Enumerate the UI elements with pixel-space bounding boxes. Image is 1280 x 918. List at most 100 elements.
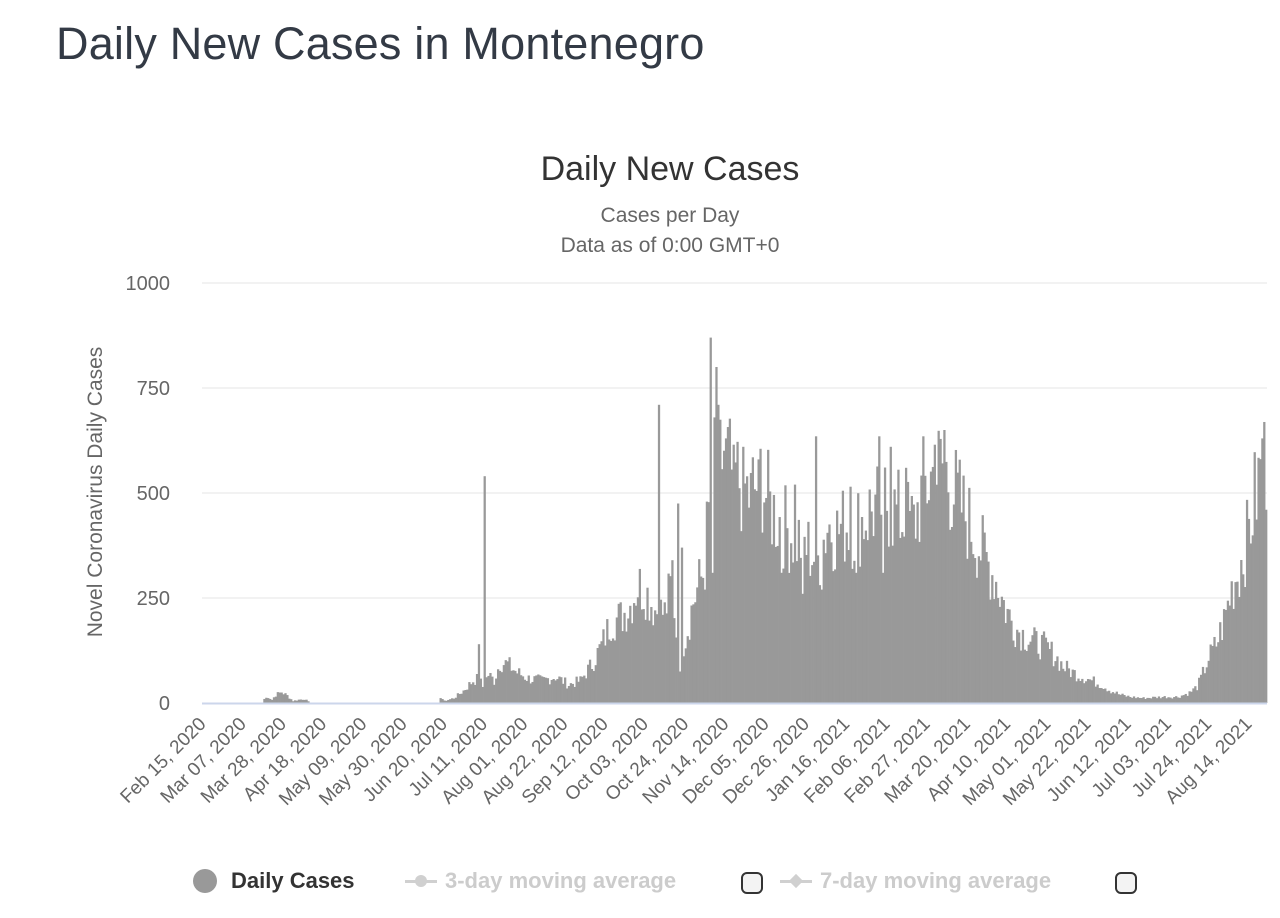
bar bbox=[265, 697, 268, 703]
bar bbox=[293, 700, 297, 703]
bar bbox=[1213, 636, 1216, 703]
bar bbox=[709, 337, 712, 703]
bar bbox=[481, 686, 484, 703]
bar bbox=[742, 446, 745, 703]
bar bbox=[747, 507, 751, 703]
bar bbox=[267, 698, 270, 703]
bar bbox=[682, 656, 686, 703]
bar bbox=[493, 684, 496, 703]
bar bbox=[587, 664, 590, 703]
bar bbox=[1211, 645, 1214, 703]
bar bbox=[1203, 673, 1207, 703]
legend-item-3-day-moving-average[interactable]: 3-day moving average bbox=[405, 866, 676, 896]
bar bbox=[487, 675, 490, 703]
bar bbox=[1067, 668, 1071, 703]
bar bbox=[659, 599, 663, 703]
bar bbox=[548, 684, 551, 703]
legend-item-7-day-moving-average[interactable]: 7-day moving average bbox=[780, 866, 1051, 896]
bar bbox=[1048, 648, 1051, 703]
bar bbox=[1173, 697, 1176, 703]
bar bbox=[1182, 695, 1185, 703]
bar bbox=[853, 560, 856, 703]
bar bbox=[1234, 582, 1237, 703]
bar bbox=[1113, 693, 1117, 703]
bar bbox=[1152, 696, 1155, 703]
bar bbox=[1238, 596, 1241, 703]
bar bbox=[445, 700, 448, 703]
bar bbox=[1236, 581, 1239, 703]
bar bbox=[1075, 681, 1078, 703]
bar bbox=[784, 485, 787, 703]
legend-label: Daily Cases bbox=[231, 868, 355, 893]
bar bbox=[960, 512, 963, 703]
bar bbox=[474, 684, 477, 703]
bar bbox=[642, 609, 645, 703]
bar bbox=[998, 606, 1002, 703]
checkbox-7-day-moving-average[interactable] bbox=[1115, 872, 1137, 894]
bar bbox=[857, 493, 860, 703]
bar bbox=[728, 418, 732, 703]
checkbox-3-day-moving-average[interactable] bbox=[741, 872, 763, 894]
bar bbox=[1027, 644, 1030, 703]
bar bbox=[799, 557, 802, 703]
bar bbox=[1199, 674, 1203, 703]
bar bbox=[625, 631, 628, 703]
bar bbox=[1192, 688, 1195, 703]
bar bbox=[734, 462, 737, 703]
bar bbox=[995, 581, 998, 703]
bar bbox=[537, 674, 540, 703]
bar bbox=[619, 602, 622, 703]
bar bbox=[1090, 680, 1094, 703]
bar bbox=[1171, 698, 1174, 703]
bar bbox=[845, 532, 848, 703]
bar bbox=[667, 573, 670, 703]
y-axis-label: Novel Coronavirus Daily Cases bbox=[84, 347, 107, 638]
bar bbox=[301, 699, 304, 703]
bar bbox=[841, 490, 845, 703]
chart-subtitle-line-1: Cases per Day bbox=[601, 204, 740, 227]
bar bbox=[1132, 696, 1136, 703]
bar bbox=[826, 532, 829, 703]
bar bbox=[516, 673, 519, 703]
bar bbox=[1008, 609, 1011, 703]
bar bbox=[1222, 609, 1226, 703]
bar bbox=[263, 698, 266, 703]
bar bbox=[652, 625, 655, 703]
bar bbox=[663, 602, 666, 703]
legend-label: 7-day moving average bbox=[820, 868, 1052, 893]
bar bbox=[297, 699, 301, 703]
bar bbox=[1194, 686, 1197, 703]
bar bbox=[1209, 644, 1212, 703]
bar bbox=[611, 638, 615, 703]
bar bbox=[1017, 632, 1021, 703]
bar bbox=[1230, 581, 1233, 703]
bar bbox=[533, 676, 536, 703]
bar bbox=[897, 469, 900, 703]
bar bbox=[288, 698, 291, 703]
bar bbox=[1178, 697, 1182, 703]
bar bbox=[640, 609, 643, 703]
bar bbox=[648, 620, 651, 703]
bar bbox=[924, 475, 927, 703]
y-axis-ticks: 0 250 500 750 1000 bbox=[126, 273, 171, 715]
bar bbox=[899, 537, 902, 703]
bar bbox=[939, 438, 942, 703]
bar bbox=[970, 541, 973, 703]
bar bbox=[1257, 457, 1260, 703]
bar bbox=[790, 543, 793, 703]
bar bbox=[828, 524, 831, 703]
bar bbox=[1109, 693, 1113, 703]
bar bbox=[606, 619, 609, 703]
bar bbox=[738, 488, 741, 703]
bar bbox=[1104, 688, 1107, 703]
bar bbox=[868, 489, 871, 703]
bar bbox=[1121, 693, 1124, 703]
bar bbox=[883, 467, 887, 703]
bar bbox=[677, 503, 680, 703]
legend-item-daily-cases[interactable]: Daily Cases bbox=[193, 866, 355, 896]
bar bbox=[989, 599, 992, 703]
bar bbox=[1261, 438, 1264, 703]
chart-subtitle-line-2: Data as of 0:00 GMT+0 bbox=[561, 234, 780, 257]
bar bbox=[609, 640, 613, 703]
